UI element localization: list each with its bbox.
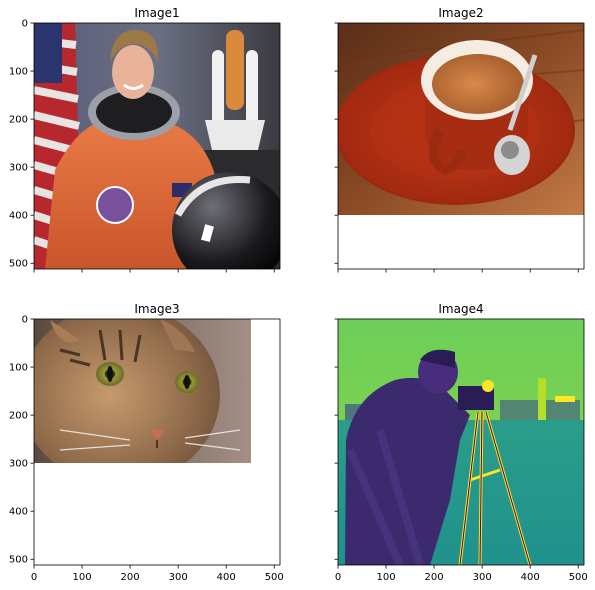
x-tick-label: 0 [335, 572, 341, 583]
y-tick-label: 200 [9, 411, 28, 422]
y-tick-label: 400 [9, 211, 28, 222]
y-tick-label: 500 [9, 555, 28, 566]
y-tick-label: 200 [9, 115, 28, 126]
y-tick-label: 100 [9, 363, 28, 374]
image1-picture [34, 23, 280, 269]
subplot-image1 [33, 22, 281, 270]
subplot-image3 [33, 318, 281, 566]
y-tick-label: 500 [9, 259, 28, 270]
y-tick-label: 400 [9, 507, 28, 518]
image2-picture [338, 23, 584, 215]
y-tick-label: 0 [22, 315, 28, 326]
y-tick-label: 0 [22, 19, 28, 30]
y-tick-label: 300 [9, 163, 28, 174]
subplot-image4 [337, 318, 585, 566]
image2-title: Image2 [438, 6, 483, 20]
x-tick-label: 500 [265, 572, 284, 583]
x-tick-label: 100 [377, 572, 396, 583]
image3-title: Image3 [134, 302, 179, 316]
x-tick-label: 100 [73, 572, 92, 583]
subplot-image2 [337, 22, 585, 270]
image4-picture [338, 319, 584, 565]
x-tick-label: 300 [473, 572, 492, 583]
image4-title: Image4 [438, 302, 483, 316]
x-tick-label: 0 [31, 572, 37, 583]
image3-picture [34, 319, 251, 463]
x-tick-label: 500 [569, 572, 588, 583]
y-tick-label: 300 [9, 459, 28, 470]
x-tick-label: 200 [425, 572, 444, 583]
x-tick-label: 400 [217, 572, 236, 583]
x-tick-label: 200 [121, 572, 140, 583]
x-tick-label: 300 [169, 572, 188, 583]
image1-title: Image1 [134, 6, 179, 20]
x-tick-label: 400 [521, 572, 540, 583]
y-tick-label: 100 [9, 67, 28, 78]
